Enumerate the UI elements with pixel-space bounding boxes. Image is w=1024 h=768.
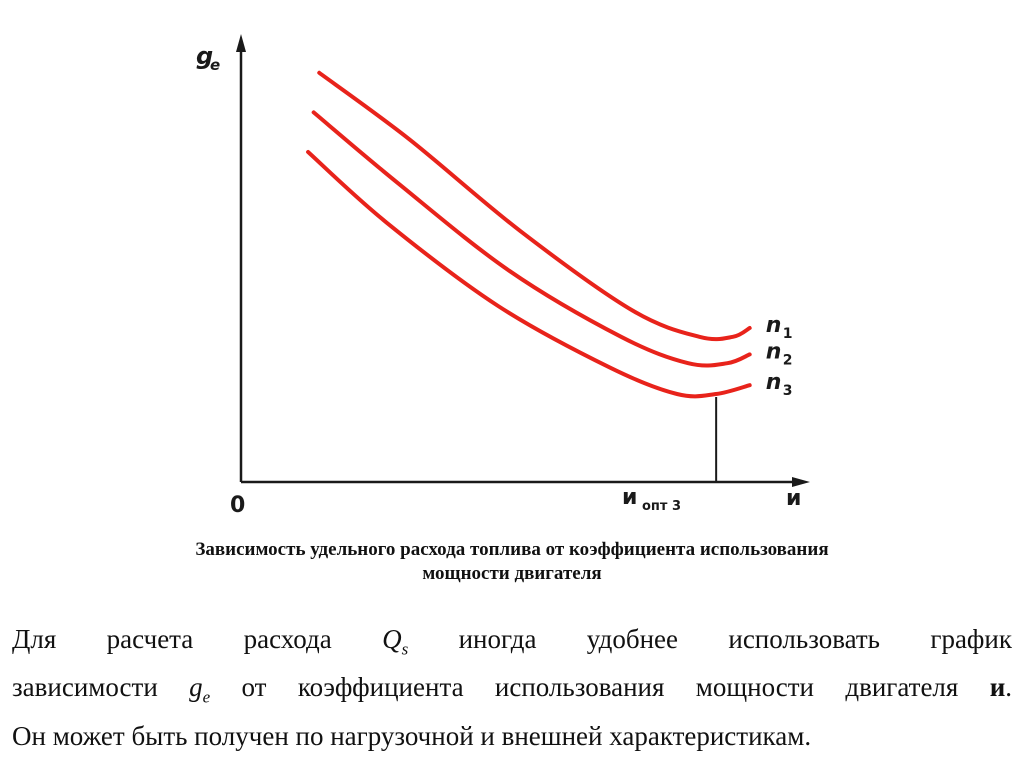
series-label-sub-n1: 1 <box>783 326 793 342</box>
body-line-3: Он может быть получен по нагрузочной и в… <box>12 720 812 751</box>
y-axis-label-sub: e <box>210 56 220 74</box>
series-group: n 1n 2n 3 <box>306 70 793 399</box>
curve-n1 <box>317 70 752 342</box>
x-axis-label: и <box>786 486 801 511</box>
x-marker-label-sub: опт 3 <box>642 499 681 514</box>
series-label-n3: n <box>766 370 782 395</box>
ge-symbol: ge <box>189 672 211 707</box>
caption-line-2: мощности двигателя <box>422 563 602 584</box>
x-axis-arrow <box>792 477 810 487</box>
y-axis-arrow <box>236 34 246 52</box>
y-axis-label: g <box>196 42 213 70</box>
caption-line-1: Зависимость удельного расхода топлива от… <box>195 539 829 560</box>
series-label-sub-n2: 2 <box>783 352 793 368</box>
x-marker-label: и <box>622 485 637 510</box>
body-paragraph: Для расчета расхода Qs иногда удобнее ис… <box>12 620 1012 756</box>
qs-symbol: Qs <box>382 624 409 659</box>
origin-label: 0 <box>230 493 245 518</box>
series-label-n2: n <box>766 339 782 364</box>
series-label-n1: n <box>766 313 782 338</box>
body-line-1: Для расчета расхода Qs иногда удобнее ис… <box>12 624 1012 659</box>
series-label-sub-n3: 3 <box>783 383 793 399</box>
figure-caption: Зависимость удельного расхода топлива от… <box>20 538 1004 586</box>
curve-n2 <box>311 110 752 368</box>
chart: g e 0 и и опт 3 n 1n 2n 3 <box>196 34 810 518</box>
body-line-2: зависимости ge от коэффициента использов… <box>12 672 1012 707</box>
curve-n3 <box>306 150 752 399</box>
